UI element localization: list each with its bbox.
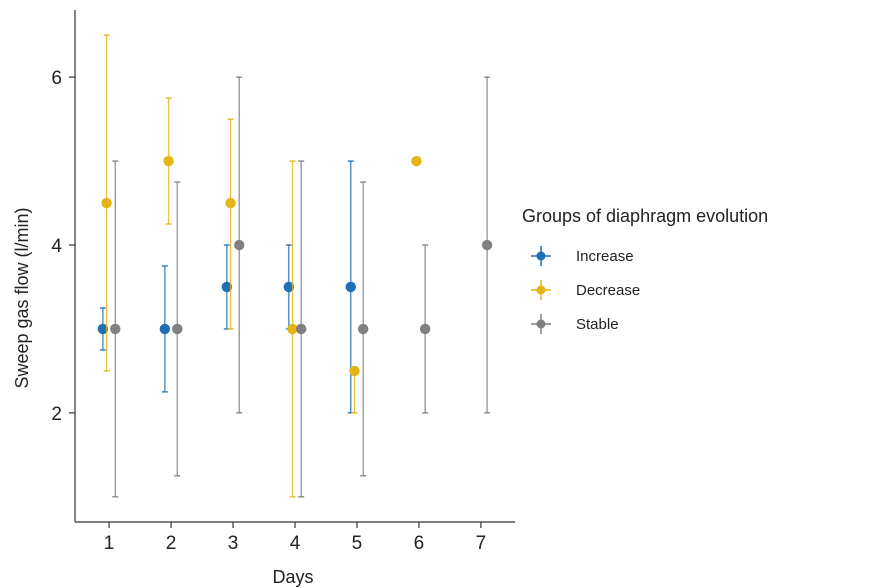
data-point <box>411 155 422 167</box>
data-point <box>163 155 174 167</box>
data-point <box>295 323 307 335</box>
data-point <box>287 323 298 335</box>
data-point <box>159 323 171 335</box>
legend-key-point <box>536 285 546 295</box>
data-point <box>481 239 493 251</box>
legend: Groups of diaphragm evolution Increase De… <box>522 206 768 334</box>
data-point <box>110 323 121 335</box>
x-axis: 1 2 3 4 5 6 7 <box>75 521 515 554</box>
legend-item-increase: Increase <box>531 246 634 266</box>
legend-item-decrease: Decrease <box>531 280 640 300</box>
x-tick-label: 2 <box>166 533 177 554</box>
plot-panel <box>97 34 493 498</box>
y-axis-title: Sweep gas flow (l/min) <box>12 207 32 388</box>
x-tick-label: 6 <box>414 533 425 554</box>
data-point <box>357 323 369 335</box>
x-axis-title: Days <box>272 567 313 587</box>
legend-title: Groups of diaphragm evolution <box>522 206 768 226</box>
series-decrease <box>101 34 422 498</box>
legend-key-point <box>536 319 546 329</box>
data-point <box>234 239 245 251</box>
legend-label: Decrease <box>576 282 640 299</box>
y-tick-label: 2 <box>51 404 62 425</box>
series-increase <box>97 160 356 414</box>
data-point <box>101 197 112 209</box>
y-axis: 2 4 6 <box>51 10 76 522</box>
data-point <box>419 323 431 335</box>
legend-label: Increase <box>576 248 634 265</box>
x-tick-label: 3 <box>228 533 239 554</box>
data-point <box>283 281 295 293</box>
x-tick-label: 4 <box>290 533 301 554</box>
data-point <box>221 281 233 293</box>
series-stable <box>110 76 493 498</box>
data-point <box>345 281 356 293</box>
data-point <box>225 197 236 209</box>
y-tick-label: 6 <box>51 68 62 89</box>
x-tick-label: 1 <box>104 533 115 554</box>
legend-label: Stable <box>576 316 619 333</box>
legend-key-point <box>536 251 546 261</box>
y-tick-label: 4 <box>51 236 62 257</box>
data-point <box>172 323 183 335</box>
data-point <box>97 323 109 335</box>
legend-item-stable: Stable <box>531 314 619 334</box>
data-point <box>349 365 360 377</box>
x-tick-label: 5 <box>352 533 363 554</box>
x-tick-label: 7 <box>476 533 487 554</box>
